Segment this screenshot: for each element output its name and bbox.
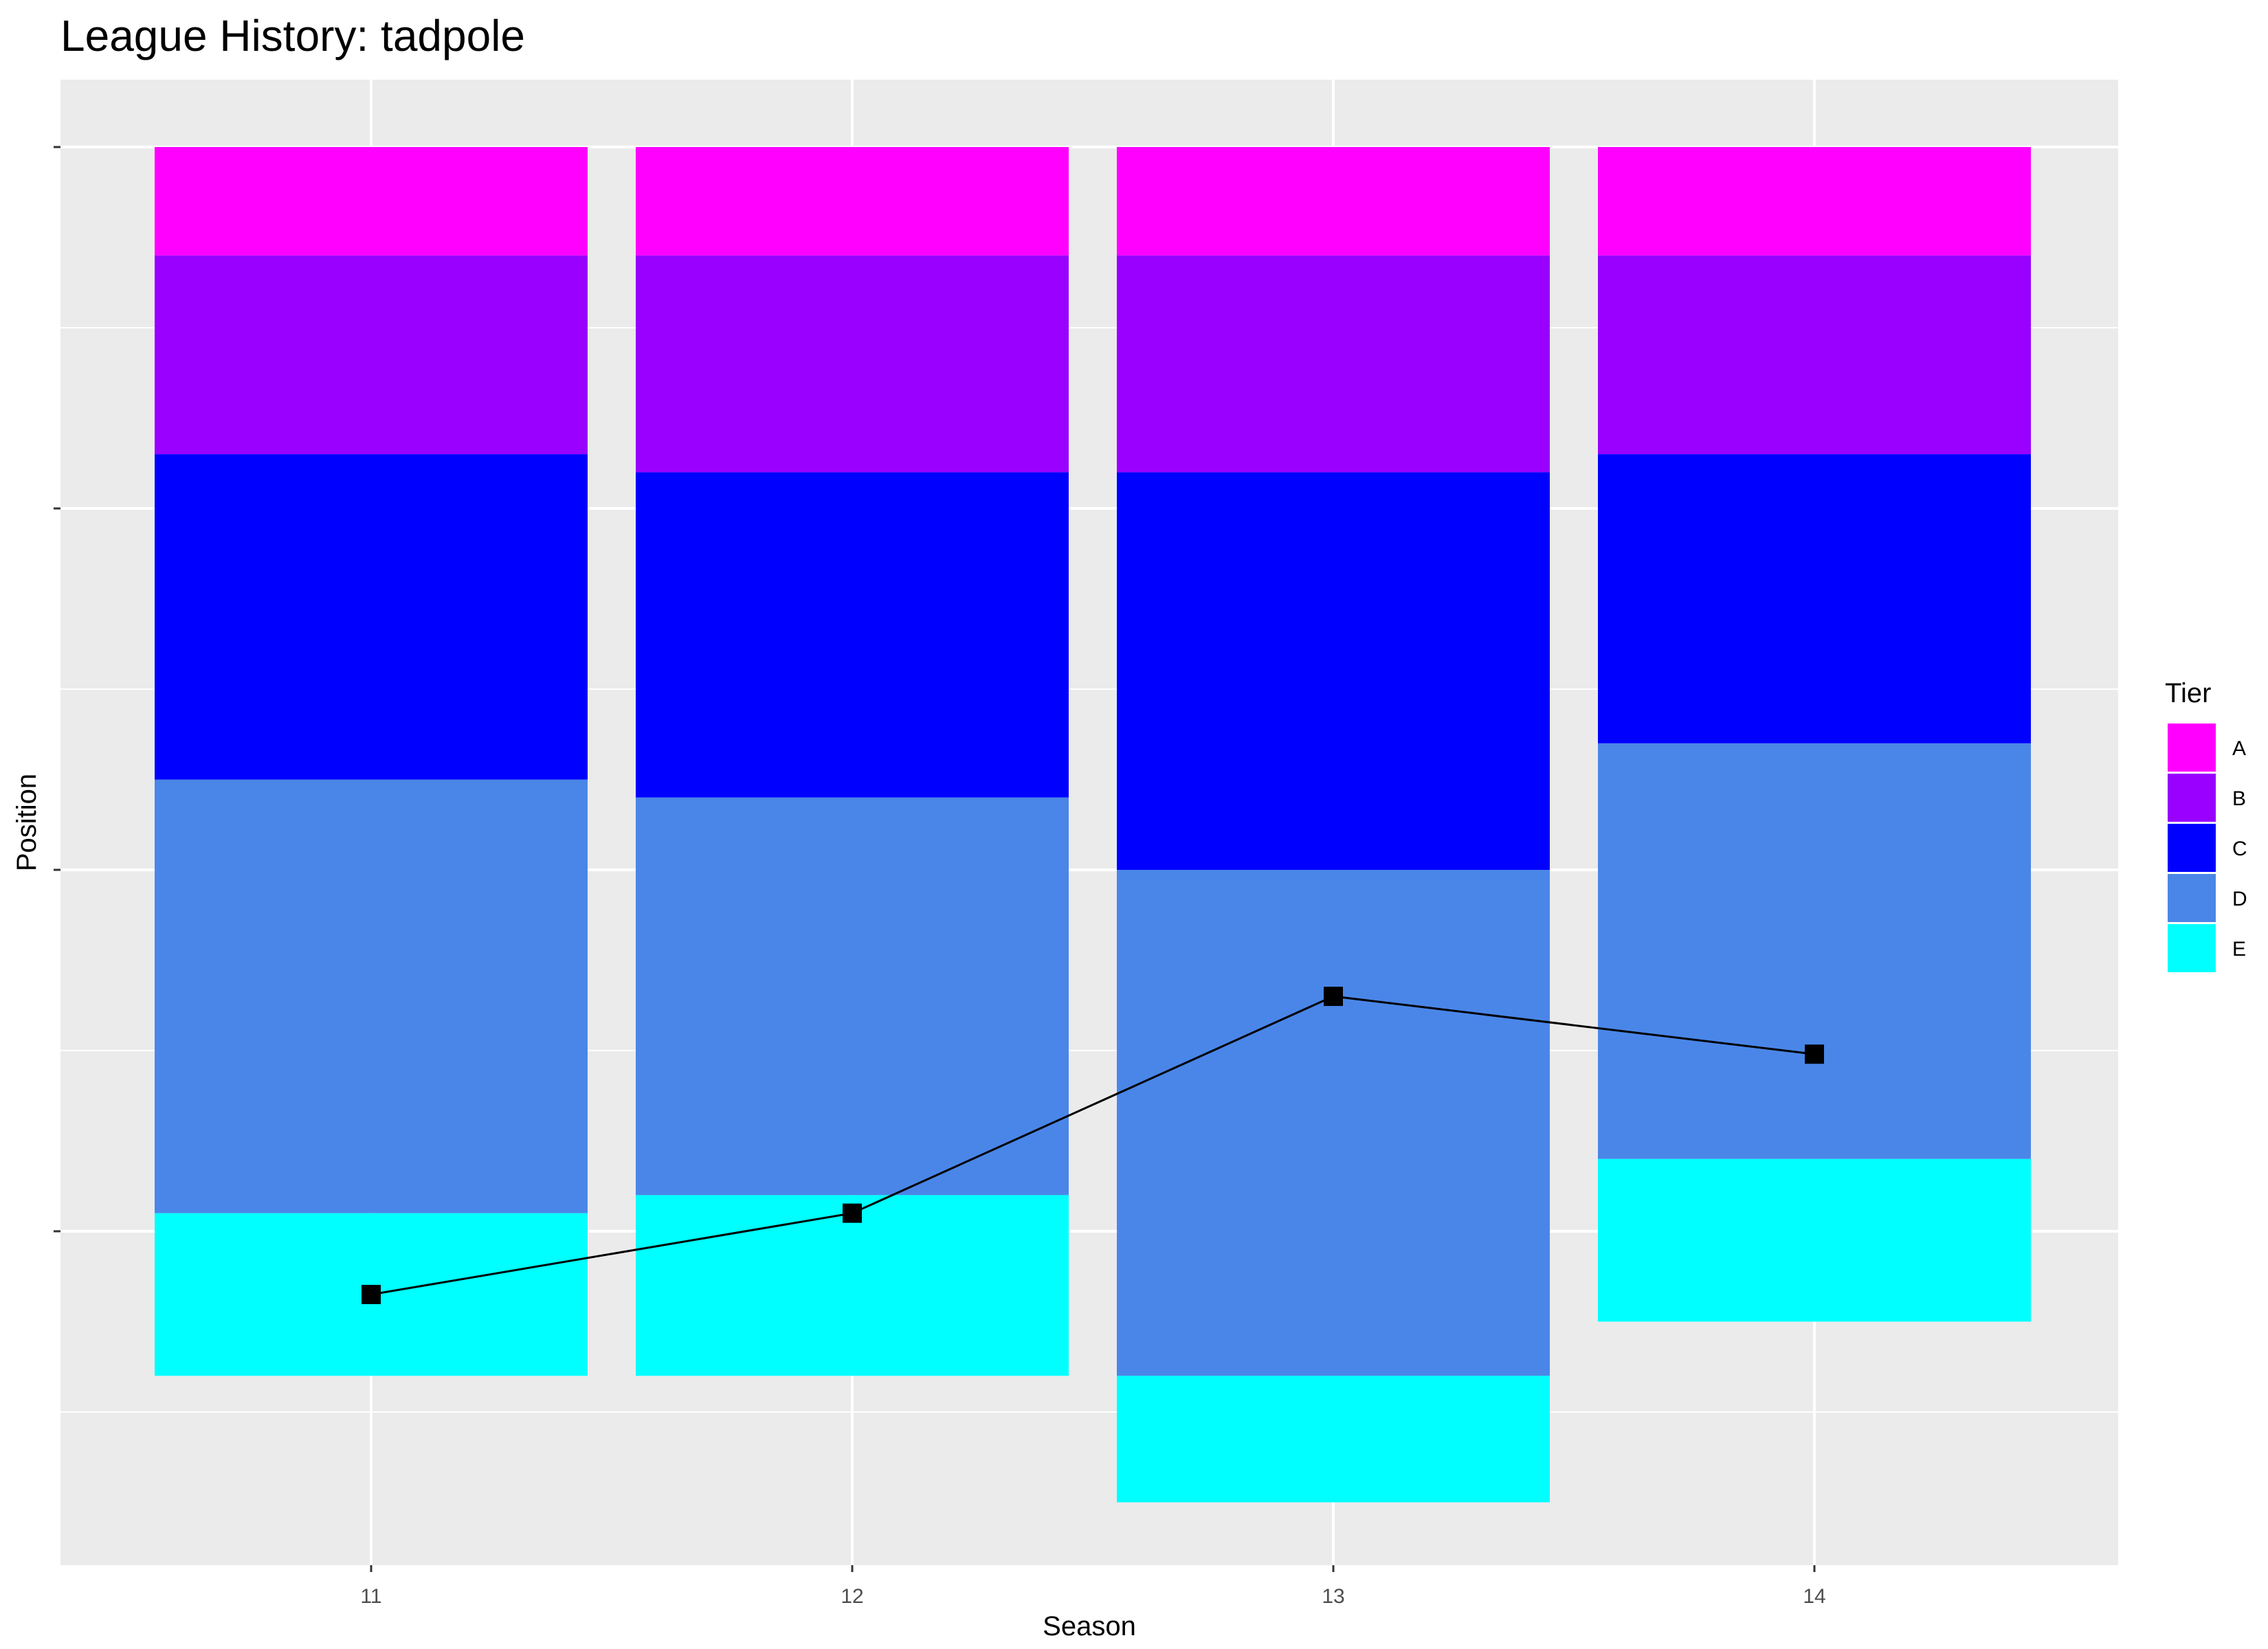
position-point-13	[1324, 987, 1343, 1007]
bar-segment-c-11	[155, 454, 588, 780]
legend-label-c: C	[2232, 838, 2247, 860]
x-axis-title: Season	[1043, 1611, 1136, 1641]
bar-segment-d-13	[1117, 870, 1550, 1376]
bar-segment-d-14	[1598, 743, 2031, 1159]
position-line-path	[370, 995, 1815, 1296]
legend-label-b: B	[2232, 787, 2246, 810]
legend-key-e	[2168, 924, 2216, 972]
bar-segment-d-12	[636, 797, 1069, 1196]
bar-segment-c-14	[1598, 454, 2031, 743]
bar-segment-a-12	[636, 147, 1069, 256]
stacked-bars	[155, 147, 2031, 1503]
x-tick-label-11: 11	[360, 1585, 381, 1608]
x-tick-label-14: 14	[1803, 1585, 1825, 1608]
bar-segment-e-13	[1117, 1376, 1550, 1503]
position-point-11	[362, 1285, 381, 1305]
bar-segment-b-13	[1117, 255, 1550, 473]
chart-title: League History: tadpole	[60, 11, 525, 60]
legend-key-c	[2168, 824, 2216, 872]
bar-segment-d-11	[155, 779, 588, 1213]
position-point-12	[843, 1203, 862, 1223]
bar-segment-b-11	[155, 255, 588, 455]
position-point-14	[1805, 1044, 1824, 1064]
bar-segment-b-14	[1598, 255, 2031, 455]
axes: 11 12 13 14	[54, 146, 1826, 1608]
bar-segment-b-12	[636, 255, 1069, 473]
x-tick-label-13: 13	[1322, 1585, 1344, 1608]
bar-segment-c-12	[636, 472, 1069, 798]
bar-segment-a-14	[1598, 147, 2031, 256]
legend-title: Tier	[2165, 678, 2211, 708]
legend-label-e: E	[2232, 938, 2246, 961]
bar-segment-a-11	[155, 147, 588, 256]
position-line	[362, 987, 1824, 1305]
legend-label-d: D	[2232, 888, 2247, 910]
legend: Tier A B C D E	[2165, 678, 2247, 972]
legend-key-d	[2168, 874, 2216, 922]
legend-key-b	[2168, 774, 2216, 822]
legend-label-a: A	[2232, 737, 2246, 760]
x-tick-label-12: 12	[841, 1585, 863, 1608]
bar-segment-e-14	[1598, 1158, 2031, 1322]
y-axis-title: Position	[12, 774, 42, 871]
bar-segment-c-13	[1117, 472, 1550, 870]
legend-key-a	[2168, 723, 2216, 772]
bar-segment-a-13	[1117, 147, 1550, 256]
bar-segment-e-12	[636, 1195, 1069, 1376]
